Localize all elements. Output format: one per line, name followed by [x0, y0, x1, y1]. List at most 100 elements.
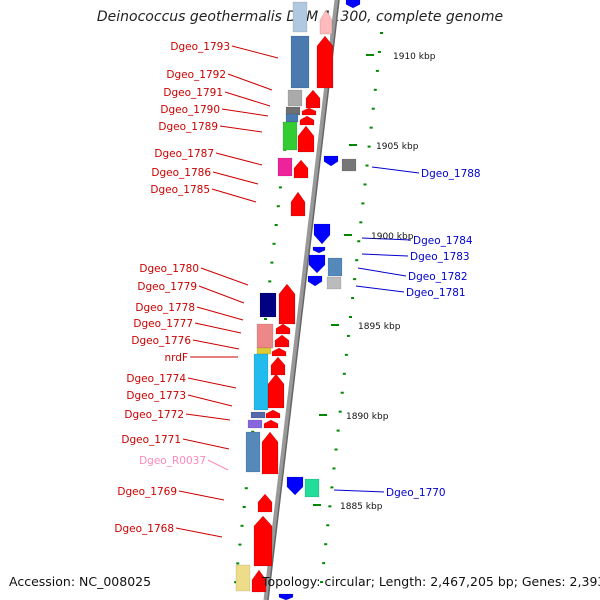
- tick-dot: [365, 164, 369, 167]
- tick-dot: [278, 186, 282, 189]
- gene-arrow: [253, 515, 273, 567]
- leader-line: [212, 171, 259, 185]
- tick-dot: [344, 353, 348, 356]
- gene-arrow: [251, 569, 267, 593]
- feature-box: [326, 276, 342, 290]
- gene-arrow: [305, 89, 321, 109]
- gene-label: Dgeo_1786: [151, 167, 211, 179]
- feature-boxes: [235, 1, 357, 592]
- tick-dot: [242, 506, 246, 508]
- gene-arrow: [345, 0, 361, 9]
- tick-dot: [268, 280, 272, 283]
- tick-dot: [320, 581, 324, 584]
- tick-dot: [375, 69, 379, 72]
- gene-label: Dgeo_1771: [121, 434, 181, 446]
- gene-arrow: [312, 246, 326, 254]
- leader-line: [211, 188, 257, 203]
- tick-dot: [377, 50, 381, 53]
- gene-arrow: [274, 334, 290, 348]
- gene-label: Dgeo_1790: [160, 104, 220, 116]
- gene-label: Dgeo_1783: [410, 251, 470, 263]
- genome-summary-text: Topology: circular; Length: 2,467,205 bp…: [262, 574, 600, 589]
- leader-line: [224, 91, 271, 107]
- leader-line: [200, 267, 249, 286]
- tick-label: 1905 kbp: [376, 142, 419, 152]
- tick-dot: [361, 202, 365, 205]
- gene-label: Dgeo_1773: [126, 390, 186, 402]
- gene-arrow: [270, 356, 286, 376]
- tick-dot: [272, 242, 276, 245]
- gene-label: nrdF: [165, 352, 189, 364]
- tick-dot: [328, 505, 332, 508]
- leader-line: [333, 489, 385, 493]
- leader-line: [192, 339, 240, 350]
- feature-box: [245, 431, 261, 473]
- gene-arrow: [307, 275, 323, 287]
- gene-label: Dgeo_1782: [408, 271, 468, 283]
- tick-dot: [270, 261, 274, 264]
- tick-dot: [359, 221, 363, 224]
- leader-line: [231, 45, 279, 59]
- leader-line: [215, 152, 263, 166]
- tick-dot: [324, 543, 328, 546]
- gene-arrow: [261, 431, 279, 475]
- gene-arrow: [319, 9, 333, 35]
- leader-line: [221, 108, 269, 117]
- gene-arrow: [263, 419, 279, 429]
- gene-label: Dgeo_1778: [135, 302, 195, 314]
- leader-line: [194, 322, 242, 334]
- leader-line: [187, 394, 233, 407]
- tick-dot: [234, 581, 238, 584]
- gene-labels: Dgeo_1793 Dgeo_1792 Dgeo_1791 Dgeo_1790 Dgeo…: [114, 41, 480, 535]
- tick-label: 1890 kbp: [346, 412, 389, 422]
- gene-arrow: [293, 159, 309, 179]
- tick-dot: [373, 88, 377, 91]
- leader-line: [185, 413, 231, 421]
- tick-dot: [276, 205, 280, 208]
- leader-line: [196, 306, 244, 321]
- tick-dot: [240, 524, 244, 527]
- tick-dot: [264, 318, 267, 320]
- gene-label: Dgeo_1792: [166, 69, 226, 81]
- gene-arrow: [308, 254, 326, 274]
- gene-label: Dgeo_1779: [137, 281, 197, 293]
- feature-box: [259, 292, 277, 318]
- gene-arrow: [271, 347, 287, 357]
- leader-line: [361, 237, 412, 241]
- leader-line: [361, 253, 409, 257]
- leader-line: [175, 527, 223, 538]
- gene-label: Dgeo_1791: [163, 87, 223, 99]
- gene-arrow: [265, 409, 281, 419]
- feature-box: [290, 35, 310, 89]
- tick-dot: [353, 278, 357, 281]
- tick-dot: [369, 126, 373, 129]
- gene-label: Dgeo_1788: [421, 168, 481, 180]
- tick-dot: [332, 467, 336, 470]
- feature-box: [341, 158, 357, 172]
- gene-arrow: [297, 125, 315, 153]
- feature-box: [287, 89, 303, 107]
- tick-dot: [346, 334, 350, 337]
- tick-labels: 1910 kbp 1905 kbp 1900 kbp 1895 kbp 1890 kbp…: [340, 52, 436, 512]
- backbone-line: [263, 0, 340, 600]
- tick-dot: [367, 145, 371, 148]
- gene-arrow: [290, 191, 306, 217]
- gene-label: Dgeo_1793: [170, 41, 230, 53]
- tick-dot: [330, 486, 334, 489]
- feature-box: [250, 411, 266, 419]
- leader-line: [371, 166, 420, 174]
- tick-dot: [340, 391, 344, 394]
- gene-label: Dgeo_1776: [131, 335, 191, 347]
- gene-arrow: [313, 223, 331, 245]
- gene-arrow: [301, 107, 317, 116]
- tick-dot: [334, 448, 338, 451]
- gene-arrows: [251, 0, 361, 600]
- gene-arrow: [316, 35, 334, 89]
- label-leaders: [175, 45, 420, 538]
- tick-dot: [336, 429, 340, 432]
- tick-dot: [244, 487, 248, 490]
- feature-box: [282, 121, 298, 151]
- backbone: [263, 0, 340, 600]
- leader-line: [178, 490, 225, 501]
